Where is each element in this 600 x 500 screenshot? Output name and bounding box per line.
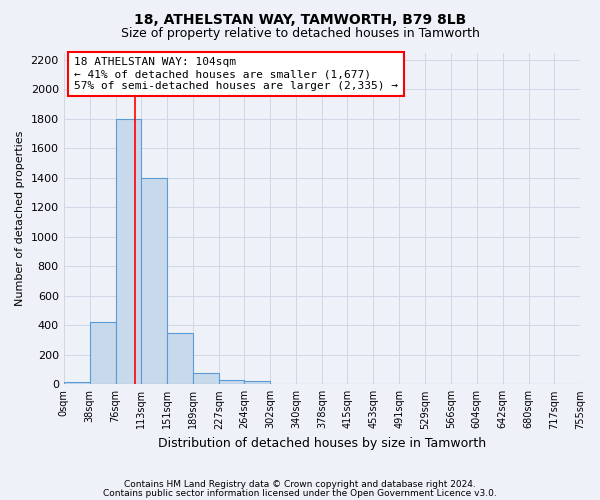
Bar	[244, 382, 270, 384]
Bar	[141, 178, 167, 384]
Bar	[89, 322, 116, 384]
Text: Contains public sector information licensed under the Open Government Licence v3: Contains public sector information licen…	[103, 488, 497, 498]
Text: Size of property relative to detached houses in Tamworth: Size of property relative to detached ho…	[121, 28, 479, 40]
Bar	[116, 119, 141, 384]
X-axis label: Distribution of detached houses by size in Tamworth: Distribution of detached houses by size …	[158, 437, 486, 450]
Bar	[193, 372, 219, 384]
Text: Contains HM Land Registry data © Crown copyright and database right 2024.: Contains HM Land Registry data © Crown c…	[124, 480, 476, 489]
Bar	[219, 380, 244, 384]
Y-axis label: Number of detached properties: Number of detached properties	[15, 130, 25, 306]
Text: 18 ATHELSTAN WAY: 104sqm
← 41% of detached houses are smaller (1,677)
57% of sem: 18 ATHELSTAN WAY: 104sqm ← 41% of detach…	[74, 58, 398, 90]
Bar	[64, 382, 89, 384]
Bar	[167, 332, 193, 384]
Text: 18, ATHELSTAN WAY, TAMWORTH, B79 8LB: 18, ATHELSTAN WAY, TAMWORTH, B79 8LB	[134, 12, 466, 26]
